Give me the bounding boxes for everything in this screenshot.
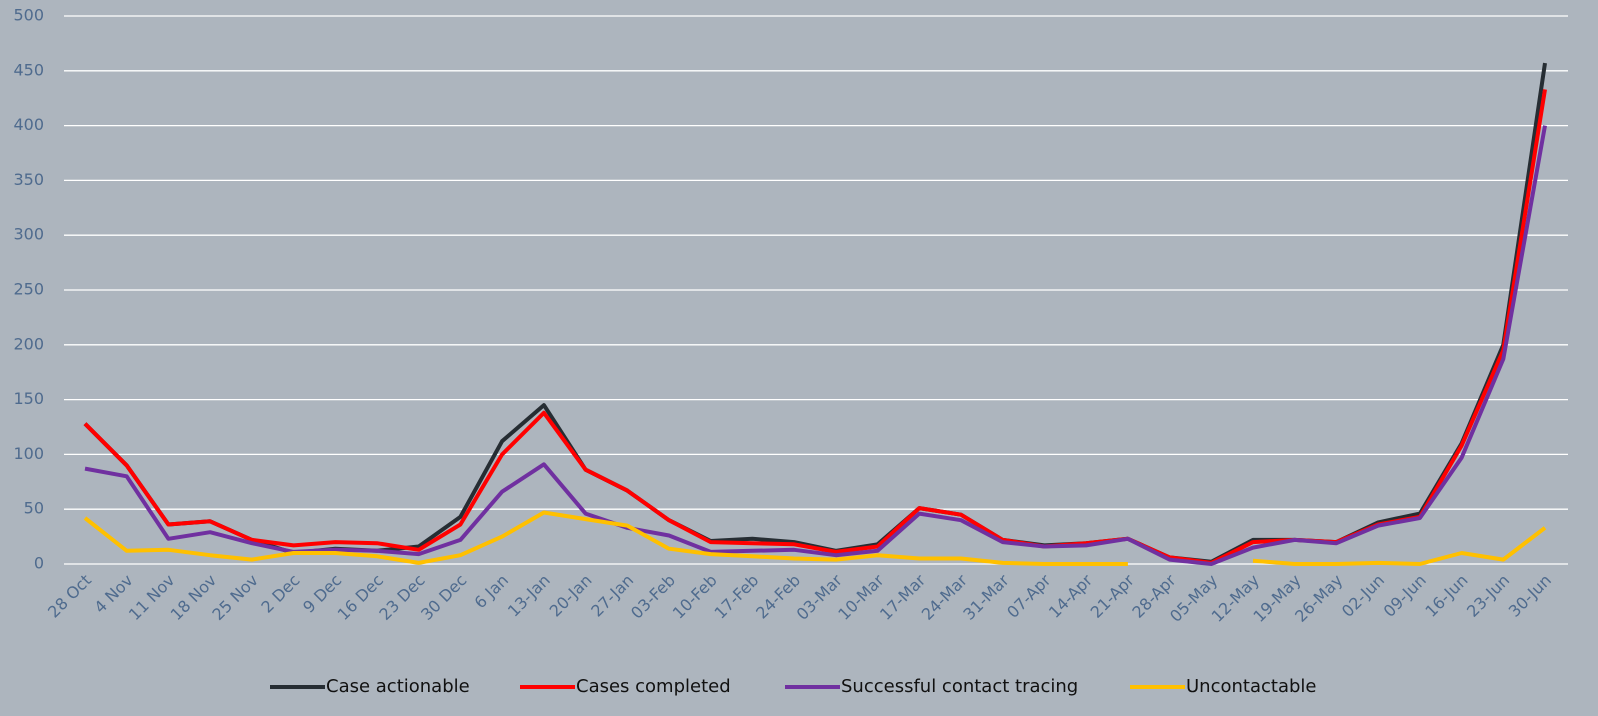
y-tick-label: 350 [13,170,44,189]
y-tick-label: 200 [13,334,44,353]
x-tick-label: 03-Mar [793,570,847,624]
series-line [84,125,1547,566]
y-tick-label: 150 [13,389,44,408]
y-tick-label: 100 [13,444,44,463]
y-tick-label: 500 [13,6,44,25]
legend-label: Successful contact tracing [841,676,1078,697]
series-line [83,89,1547,565]
x-tick-label: 10-Feb [669,571,721,623]
x-tick-label: 10-Mar [834,570,888,624]
x-tick-label: 28 Oct [44,571,95,622]
x-tick-label: 25 Nov [208,571,262,625]
x-tick-label: 07-Apr [1003,570,1055,622]
x-tick-label: 18 Nov [167,571,221,625]
x-tick-label: 17-Feb [710,571,762,623]
x-tick-label: 23-Jun [1463,571,1513,621]
legend-label: Uncontactable [1186,676,1316,697]
y-tick-label: 300 [13,225,44,244]
x-tick-label: 16-Jun [1421,571,1471,621]
x-tick-label: 31-Mar [959,570,1013,624]
x-tick-label: 17-Mar [876,570,930,624]
x-tick-label: 21-Apr [1087,570,1139,622]
series-line [83,510,1547,566]
x-tick-label: 14-Apr [1045,570,1097,622]
x-tick-label: 30-Jun [1505,571,1555,621]
y-tick-label: 250 [13,280,44,299]
x-tick-label: 09-Jun [1380,571,1430,621]
x-tick-label: 2 Dec [257,571,303,617]
x-tick-label: 23 Dec [375,571,428,624]
x-tick-label: 20-Jan [546,571,596,621]
y-tick-label: 450 [13,60,44,79]
series-line [83,62,1547,564]
x-tick-label: 02-Jun [1338,571,1388,621]
x-tick-label: 16 Dec [334,571,387,624]
y-tick-label: 50 [24,499,44,518]
x-tick-label: 11 Nov [125,571,179,625]
legend-label: Cases completed [576,676,731,697]
x-tick-label: 13-Jan [504,571,554,621]
x-tick-label: 24-Mar [918,570,972,624]
x-tick-label: 30 Dec [417,571,470,624]
y-tick-label: 0 [34,554,44,573]
y-tick-label: 400 [13,115,44,134]
x-tick-label: 03-Feb [627,571,679,623]
legend-label: Case actionable [326,676,470,697]
